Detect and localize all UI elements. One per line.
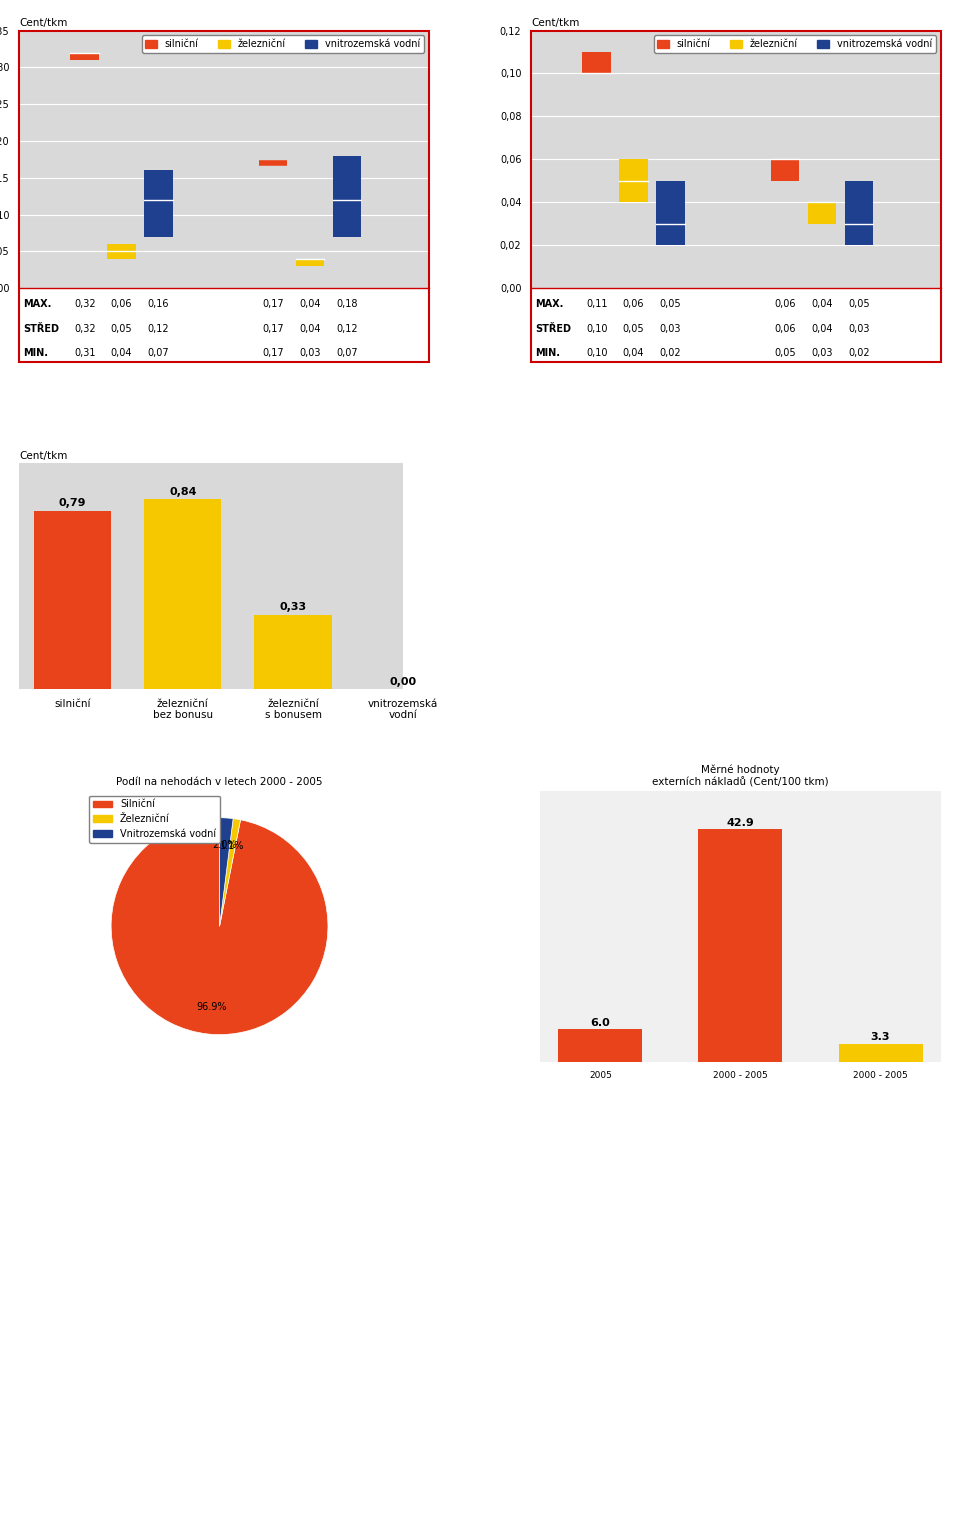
- Bar: [838, 1043, 923, 1061]
- Text: 0,18: 0,18: [336, 299, 358, 310]
- Title: Podíl na nehodách v letech 2000 - 2005: Podíl na nehodách v letech 2000 - 2005: [116, 778, 323, 787]
- Text: 0,17: 0,17: [262, 323, 284, 334]
- Text: Cent/tkm: Cent/tkm: [19, 18, 67, 29]
- Text: 0,03: 0,03: [300, 348, 321, 358]
- Text: 0,12: 0,12: [336, 323, 358, 334]
- Text: 0,03: 0,03: [660, 323, 682, 334]
- Text: 0,04: 0,04: [110, 348, 132, 358]
- Text: 0,07: 0,07: [336, 348, 358, 358]
- Text: 0,17: 0,17: [262, 299, 284, 310]
- Text: 0,05: 0,05: [848, 299, 870, 310]
- Text: 2.0%: 2.0%: [212, 840, 237, 849]
- Text: 0,31: 0,31: [74, 348, 95, 358]
- Text: 0,11: 0,11: [586, 299, 608, 310]
- Text: 0,16: 0,16: [148, 299, 169, 310]
- Text: MAX.: MAX.: [536, 299, 564, 310]
- Text: 0,05: 0,05: [660, 299, 682, 310]
- Text: Kontejnery: Kontejnery: [282, 303, 338, 314]
- Text: 0,10: 0,10: [586, 348, 608, 358]
- Text: 0,02: 0,02: [660, 348, 682, 358]
- Bar: [699, 830, 782, 1061]
- Wedge shape: [220, 819, 241, 926]
- Text: 0,03: 0,03: [848, 323, 870, 334]
- Text: 0,10: 0,10: [586, 323, 608, 334]
- Text: MIN.: MIN.: [23, 348, 48, 358]
- Bar: [656, 181, 684, 246]
- Text: STŘED: STŘED: [536, 323, 571, 334]
- Wedge shape: [111, 817, 328, 1034]
- Text: Cent/tkm: Cent/tkm: [531, 18, 580, 29]
- Legend: silniční, železniční, vnitrozemská vodní: silniční, železniční, vnitrozemská vodní: [654, 35, 936, 53]
- Bar: [583, 52, 612, 73]
- Text: STŘED: STŘED: [23, 323, 60, 334]
- Bar: [144, 171, 173, 236]
- Bar: [254, 615, 331, 689]
- Text: Hromadné zboží: Hromadné zboží: [80, 303, 164, 314]
- Bar: [771, 159, 800, 181]
- Text: 0,00: 0,00: [390, 677, 417, 686]
- Text: 0,32: 0,32: [74, 323, 96, 334]
- Bar: [34, 511, 111, 689]
- Text: Kontejnery: Kontejnery: [794, 303, 851, 314]
- Text: Cent/tkm: Cent/tkm: [19, 451, 67, 461]
- Text: 0,84: 0,84: [169, 486, 197, 497]
- Bar: [332, 156, 361, 236]
- Text: MAX.: MAX.: [23, 299, 52, 310]
- Text: 0,04: 0,04: [811, 299, 832, 310]
- Text: 1.1%: 1.1%: [221, 840, 245, 851]
- Text: 0,04: 0,04: [623, 348, 644, 358]
- Text: 0,32: 0,32: [74, 299, 96, 310]
- Wedge shape: [220, 817, 233, 926]
- Text: 3.3: 3.3: [871, 1032, 890, 1042]
- Legend: Silniční, Železniční, Vnitrozemská vodní: Silniční, Železniční, Vnitrozemská vodní: [89, 796, 220, 843]
- Text: 0,05: 0,05: [623, 323, 644, 334]
- Text: 0,33: 0,33: [279, 602, 306, 613]
- Text: 0,17: 0,17: [262, 348, 284, 358]
- Bar: [296, 259, 324, 265]
- Text: 0,07: 0,07: [148, 348, 169, 358]
- Legend: silniční, železniční, vnitrozemská vodní: silniční, železniční, vnitrozemská vodní: [141, 35, 424, 53]
- Text: 0,06: 0,06: [775, 299, 796, 310]
- Bar: [845, 181, 874, 246]
- Bar: [70, 52, 99, 59]
- Bar: [144, 499, 222, 689]
- Text: 0,79: 0,79: [59, 499, 86, 508]
- Bar: [619, 159, 648, 203]
- Text: 0,12: 0,12: [148, 323, 169, 334]
- Text: 0,04: 0,04: [811, 323, 832, 334]
- Bar: [108, 244, 136, 259]
- Text: 0,06: 0,06: [623, 299, 644, 310]
- Text: 96.9%: 96.9%: [197, 1002, 227, 1013]
- Text: 6.0: 6.0: [590, 1017, 611, 1028]
- Text: 0,06: 0,06: [775, 323, 796, 334]
- Bar: [559, 1029, 642, 1061]
- Text: 0,05: 0,05: [775, 348, 796, 358]
- Text: 0,04: 0,04: [300, 323, 321, 334]
- Text: Hromadné zboží: Hromadné zboží: [591, 303, 676, 314]
- Bar: [807, 203, 836, 224]
- Text: MIN.: MIN.: [536, 348, 561, 358]
- Text: 0,03: 0,03: [811, 348, 832, 358]
- Title: Měrné hodnoty
externích nákladů (Cent/100 tkm): Měrné hodnoty externích nákladů (Cent/10…: [652, 764, 828, 787]
- Text: 0,04: 0,04: [300, 299, 321, 310]
- Text: 0,06: 0,06: [110, 299, 132, 310]
- Text: 42.9: 42.9: [727, 817, 755, 828]
- Text: 0,02: 0,02: [848, 348, 870, 358]
- Text: 0,05: 0,05: [110, 323, 132, 334]
